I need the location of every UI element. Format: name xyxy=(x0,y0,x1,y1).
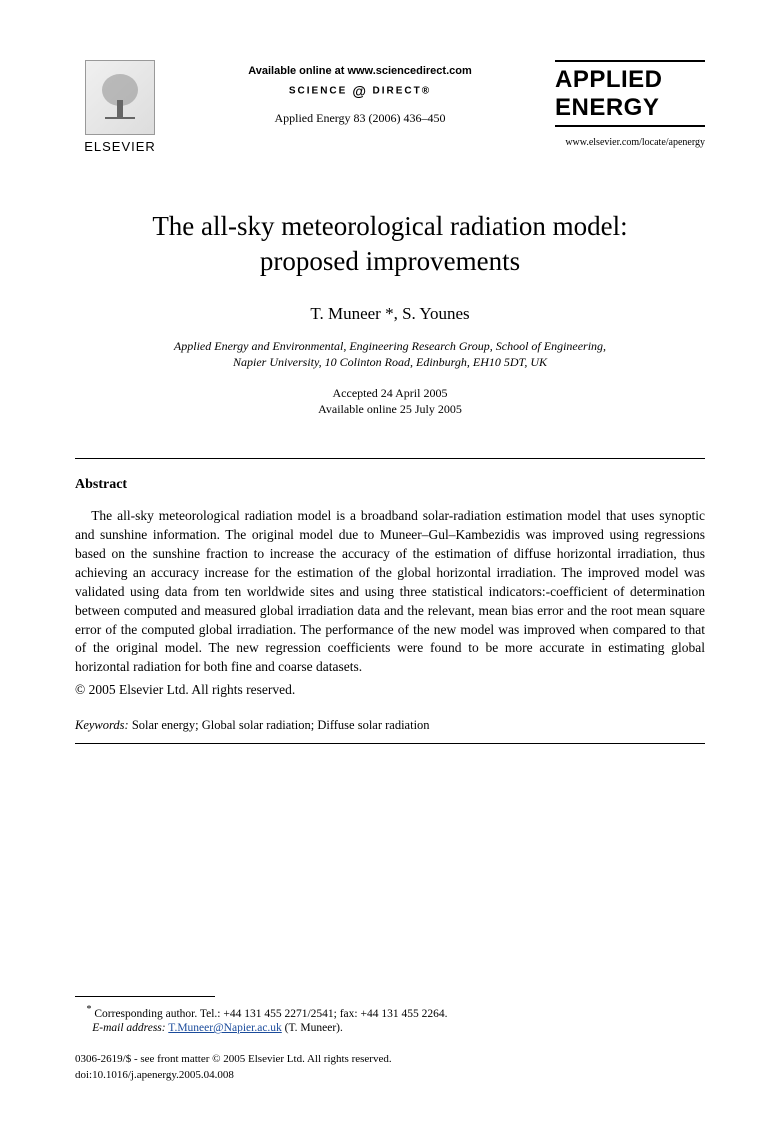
email-author-name: (T. Muneer). xyxy=(282,1022,343,1034)
journal-reference: Applied Energy 83 (2006) 436–450 xyxy=(165,111,555,126)
page-footer: * Corresponding author. Tel.: +44 131 45… xyxy=(75,996,705,1083)
corresponding-footnote: * Corresponding author. Tel.: +44 131 45… xyxy=(75,1003,705,1022)
issn-line: 0306-2619/$ - see front matter © 2005 El… xyxy=(75,1052,705,1067)
article-title: The all-sky meteorological radiation mod… xyxy=(75,209,705,279)
doi-line: doi:10.1016/j.apenergy.2005.04.008 xyxy=(75,1068,705,1083)
abstract-heading: Abstract xyxy=(75,477,705,493)
sd-word1: SCIENCE xyxy=(289,86,347,97)
center-header: Available online at www.sciencedirect.co… xyxy=(165,60,555,126)
authors: T. Muneer *, S. Younes xyxy=(75,304,705,324)
journal-title-box: APPLIED ENERGY xyxy=(555,60,705,127)
publisher-label: ELSEVIER xyxy=(75,139,165,154)
email-label: E-mail address: xyxy=(92,1022,165,1034)
sd-at-icon: @ xyxy=(352,83,368,99)
tree-icon xyxy=(95,70,145,125)
journal-url: www.elsevier.com/locate/apenergy xyxy=(555,137,705,148)
abstract-body: The all-sky meteorological radiation mod… xyxy=(75,507,705,677)
sd-word2: DIRECT® xyxy=(373,86,432,97)
sciencedirect-logo: SCIENCE @ DIRECT® xyxy=(165,83,555,99)
online-date: Available online 25 July 2005 xyxy=(318,402,462,416)
footnote-rule xyxy=(75,996,215,997)
copyright-line: © 2005 Elsevier Ltd. All rights reserved… xyxy=(75,681,705,700)
title-line2: proposed improvements xyxy=(260,246,520,276)
article-dates: Accepted 24 April 2005 Available online … xyxy=(75,385,705,419)
divider-after-keywords xyxy=(75,743,705,744)
corr-author-text: Corresponding author. Tel.: +44 131 455 … xyxy=(94,1008,447,1020)
journal-block: APPLIED ENERGY www.elsevier.com/locate/a… xyxy=(555,60,705,148)
accepted-date: Accepted 24 April 2005 xyxy=(333,386,448,400)
page-header: ELSEVIER Available online at www.science… xyxy=(75,60,705,154)
affiliation-line2: Napier University, 10 Colinton Road, Edi… xyxy=(233,355,547,369)
elsevier-tree-logo xyxy=(85,60,155,135)
publisher-block: ELSEVIER xyxy=(75,60,165,154)
affiliation-line1: Applied Energy and Environmental, Engine… xyxy=(174,339,606,353)
affiliation: Applied Energy and Environmental, Engine… xyxy=(75,338,705,370)
journal-title-line1: APPLIED xyxy=(555,66,705,94)
title-line1: The all-sky meteorological radiation mod… xyxy=(152,211,627,241)
front-matter: 0306-2619/$ - see front matter © 2005 El… xyxy=(75,1052,705,1083)
available-online-text: Available online at www.sciencedirect.co… xyxy=(165,65,555,77)
divider-top xyxy=(75,458,705,459)
email-line: E-mail address: T.Muneer@Napier.ac.uk (T… xyxy=(75,1022,705,1034)
email-link[interactable]: T.Muneer@Napier.ac.uk xyxy=(168,1022,282,1034)
asterisk-icon: * xyxy=(87,1004,92,1015)
keywords-text: Solar energy; Global solar radiation; Di… xyxy=(129,718,430,732)
keywords-label: Keywords: xyxy=(75,718,129,732)
keywords: Keywords: Solar energy; Global solar rad… xyxy=(75,718,705,733)
journal-title-line2: ENERGY xyxy=(555,94,705,122)
